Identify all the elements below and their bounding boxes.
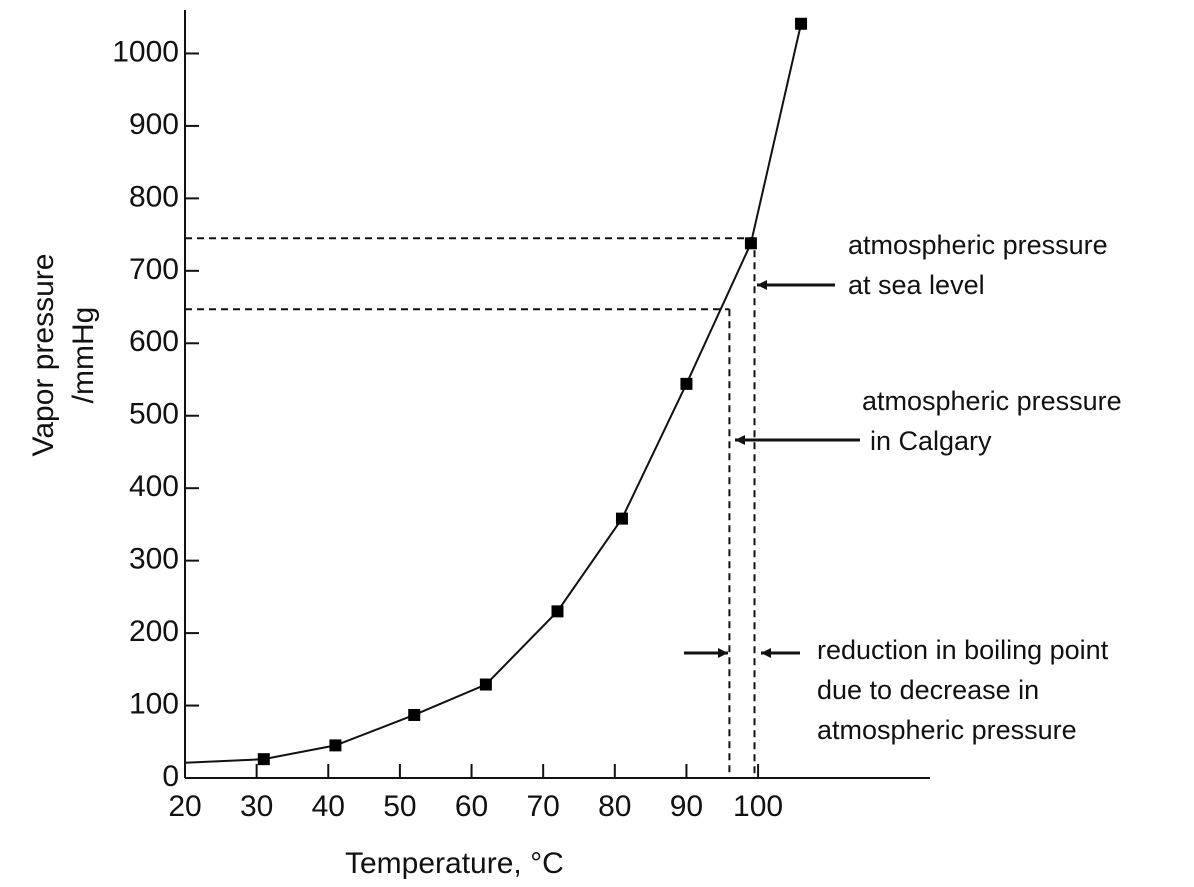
x-tick-label: 70 [526, 790, 559, 823]
x-tick-label: 40 [312, 790, 345, 823]
marker [479, 678, 492, 691]
marker [257, 753, 270, 766]
marker [329, 739, 342, 752]
annotation: reduction in boiling point [817, 635, 1109, 665]
x-tick-label: 20 [168, 790, 201, 823]
y-axis-label: /mmHg [67, 307, 100, 404]
y-tick-label: 100 [129, 687, 179, 720]
x-tick-label: 90 [670, 790, 703, 823]
y-tick-label: 600 [129, 325, 179, 358]
y-tick-label: 400 [129, 470, 179, 503]
curve [184, 23, 803, 764]
x-tick-label: 30 [240, 790, 273, 823]
annotation: due to decrease in [817, 675, 1039, 705]
x-tick-label: 50 [383, 790, 416, 823]
x-tick-label: 100 [733, 790, 783, 823]
marker [615, 512, 628, 525]
y-tick-label: 1000 [112, 35, 179, 68]
y-tick-label: 200 [129, 615, 179, 648]
annotation: atmospheric pressure [817, 715, 1077, 745]
marker [680, 377, 693, 390]
y-tick-label: 500 [129, 398, 179, 431]
x-tick-label: 80 [598, 790, 631, 823]
y-tick-label: 800 [129, 180, 179, 213]
annotation: in Calgary [870, 426, 992, 456]
annotation: atmospheric pressure [862, 386, 1122, 416]
marker [795, 17, 808, 30]
y-tick-label: 900 [129, 108, 179, 141]
y-axis-label: Vapor pressure [27, 254, 60, 457]
marker [551, 605, 564, 618]
annotation: atmospheric pressure [848, 230, 1108, 260]
y-tick-label: 700 [129, 253, 179, 286]
marker [408, 708, 421, 721]
x-axis-label: Temperature, °C [345, 847, 564, 880]
marker [744, 237, 757, 250]
x-tick-label: 60 [455, 790, 488, 823]
annotation: at sea level [848, 270, 985, 300]
y-tick-label: 300 [129, 543, 179, 576]
y-tick-label: 0 [162, 760, 179, 793]
